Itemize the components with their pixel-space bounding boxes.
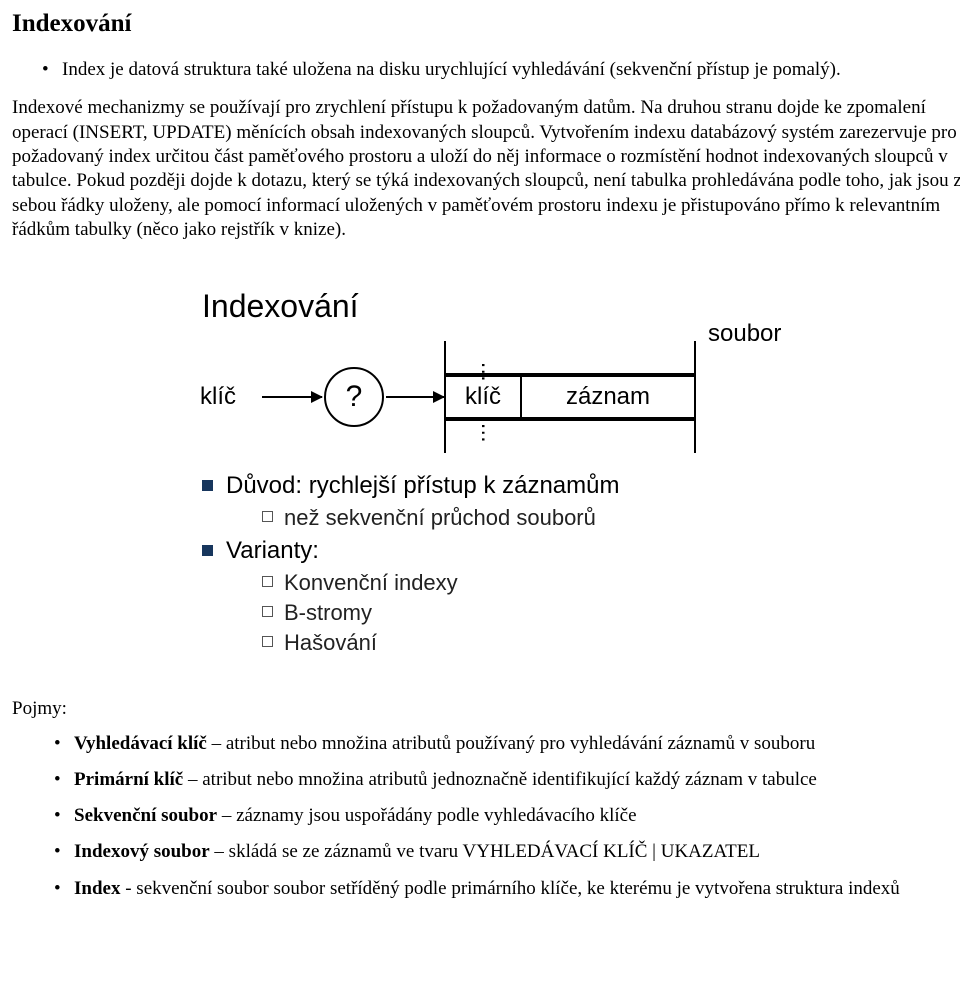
term-sep: – [183, 769, 202, 790]
term-desc: atribut nebo množina atributů jednoznačn… [202, 769, 817, 790]
file-mid-row: klíč záznam [444, 375, 696, 419]
diagram-subbullet: B-stromy [262, 599, 760, 627]
diagram-container: Indexování klíč ? soubor ⋯ klíč záznam ⋯ [0, 258, 960, 673]
term-item: Index - sekvenční soubor soubor setříděn… [54, 877, 960, 901]
term-name: Index [74, 878, 120, 899]
term-desc: atribut nebo množina atributů používaný … [226, 733, 815, 754]
term-sep: – [210, 841, 229, 862]
term-desc: záznamy jsou uspořádány podle vyhledávac… [236, 805, 636, 826]
term-sep: – [207, 733, 226, 754]
page-title: Indexování [12, 8, 960, 40]
diagram-schema: klíč ? soubor ⋯ klíč záznam ⋯ [200, 341, 760, 453]
diagram-bullet-variants: Varianty: Konvenční indexy B-stromy Hašo… [200, 536, 760, 657]
term-item: Primární klíč – atribut nebo množina atr… [54, 768, 960, 792]
intro-list: Index je datová struktura také uložena n… [12, 58, 960, 82]
term-item: Sekvenční soubor – záznamy jsou uspořádá… [54, 804, 960, 828]
diagram-title: Indexování [202, 286, 760, 327]
terms-heading: Pojmy: [12, 697, 960, 721]
term-name: Sekvenční soubor [74, 805, 217, 826]
term-sep: - [120, 878, 136, 899]
diagram-subbullet: než sekvenční průchod souborů [262, 504, 760, 532]
file-top-row: ⋯ [444, 341, 696, 375]
diagram-left-key: klíč [200, 382, 258, 413]
arrow-icon [262, 396, 322, 398]
question-node: ? [324, 367, 384, 427]
bullet-text: Varianty: [226, 537, 319, 564]
arrow-icon [386, 396, 444, 398]
file-cell-record: záznam [522, 377, 694, 417]
term-desc: skládá se ze záznamů ve tvaru VYHLEDÁVAC… [229, 841, 760, 862]
diagram-subbullet: Konvenční indexy [262, 569, 760, 597]
file-label: soubor [708, 319, 781, 350]
diagram-subbullet: Hašování [262, 629, 760, 657]
diagram-bullet-reason: Důvod: rychlejší přístup k záznamům než … [200, 471, 760, 532]
indexing-diagram: Indexování klíč ? soubor ⋯ klíč záznam ⋯ [200, 286, 760, 661]
term-name: Primární klíč [74, 769, 183, 790]
ellipsis-icon: ⋯ [469, 422, 495, 444]
term-item: Vyhledávací klíč – atribut nebo množina … [54, 732, 960, 756]
term-name: Vyhledávací klíč [74, 733, 207, 754]
term-item: Indexový soubor – skládá se ze záznamů v… [54, 840, 960, 864]
diagram-bullets: Důvod: rychlejší přístup k záznamům než … [200, 471, 760, 657]
intro-paragraph: Indexové mechanizmy se používají pro zry… [12, 96, 960, 242]
file-bottom-row: ⋯ [444, 419, 696, 453]
intro-bullet: Index je datová struktura také uložena n… [42, 58, 960, 82]
term-name: Indexový soubor [74, 841, 210, 862]
file-cell-key: klíč [446, 377, 522, 417]
term-sep: – [217, 805, 236, 826]
term-desc: sekvenční soubor soubor setříděný podle … [136, 878, 900, 899]
file-block: soubor ⋯ klíč záznam ⋯ [444, 341, 696, 453]
bullet-text: Důvod: rychlejší přístup k záznamům [226, 472, 619, 499]
terms-list: Vyhledávací klíč – atribut nebo množina … [12, 732, 960, 902]
